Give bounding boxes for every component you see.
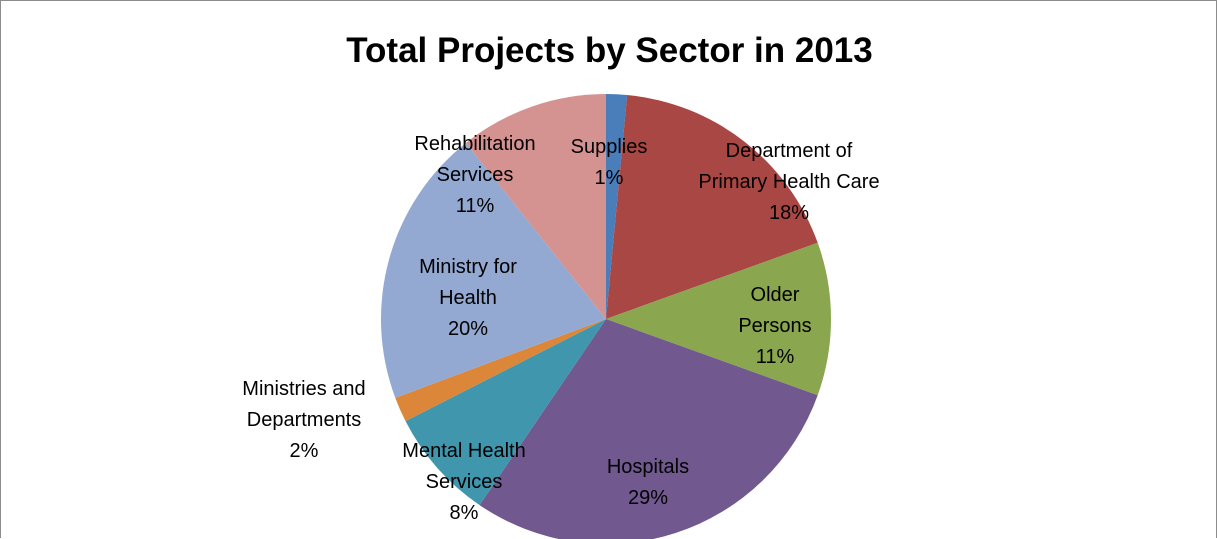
pie-slice-1 <box>606 94 818 319</box>
slice-label-line: Departments <box>247 409 362 431</box>
slice-label-line: 1% <box>595 167 624 189</box>
slice-label-line: Supplies <box>571 136 648 158</box>
slice-label-line: Mental Health <box>402 440 525 462</box>
slice-label-line: Rehabilitation <box>414 133 535 155</box>
slice-label-line: Hospitals <box>607 456 689 478</box>
pie-slice-6 <box>381 142 606 398</box>
slice-label-line: 11% <box>456 195 495 217</box>
chart-title: Total Projects by Sector in 2013 <box>346 31 873 70</box>
slice-label-line: 18% <box>769 202 809 224</box>
slice-label-7: Rehabilitation Services 11% <box>414 133 535 217</box>
pie-slice-0 <box>606 94 628 319</box>
pie-slice-7 <box>465 94 606 319</box>
slice-label-line: Department of <box>726 140 853 162</box>
slice-label-0: Supplies 1% <box>571 136 648 189</box>
slice-label-4: Mental Health Services 8% <box>402 440 525 524</box>
slice-label-line: Health <box>439 287 497 309</box>
slice-label-line: Services <box>437 164 514 186</box>
slice-label-line: 8% <box>450 502 479 524</box>
slice-label-line: Ministry for <box>419 256 517 278</box>
slice-label-2: Older Persons 11% <box>738 284 811 368</box>
pie-slice-2 <box>606 242 831 396</box>
pie-slice-5 <box>395 319 606 422</box>
slice-label-line: Primary Health Care <box>698 171 879 193</box>
slice-label-6: Ministry for Health 20% <box>419 256 517 340</box>
slice-label-line: Ministries and <box>242 378 365 400</box>
slice-label-line: Services <box>426 471 503 493</box>
pie-slice-3 <box>479 319 818 539</box>
slice-label-line: Older <box>751 284 800 306</box>
pie-slice-4 <box>405 319 606 506</box>
slice-label-line: 2% <box>290 440 319 462</box>
slice-label-line: 20% <box>448 318 488 340</box>
slice-label-1: Department of Primary Health Care 18% <box>698 140 879 224</box>
slice-label-line: 29% <box>628 487 668 509</box>
slice-label-line: 11% <box>756 346 795 368</box>
slice-label-line: Persons <box>738 315 811 337</box>
slice-label-3: Hospitals 29% <box>607 456 689 509</box>
slice-label-5: Ministries and Departments 2% <box>242 378 365 462</box>
